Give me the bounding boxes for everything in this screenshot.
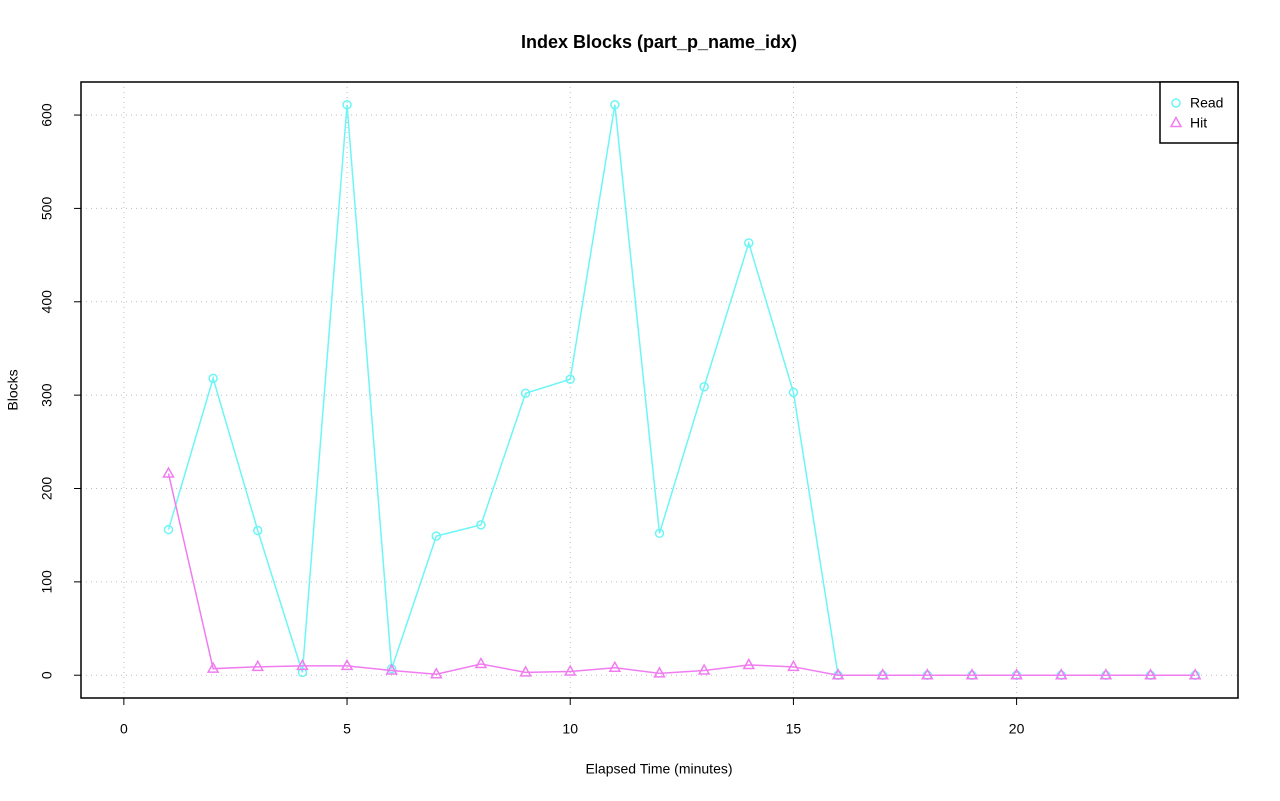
y-tick-label: 200 [39, 477, 55, 501]
point [1054, 668, 1068, 680]
point [565, 374, 575, 385]
point [742, 657, 756, 670]
point [876, 668, 889, 680]
series-line [167, 104, 1196, 676]
point [654, 528, 665, 539]
point [342, 100, 352, 110]
x-tick-label: 5 [343, 721, 351, 737]
y-tick-label: 0 [39, 671, 55, 679]
point [519, 665, 532, 677]
point [1099, 668, 1113, 680]
y-tick-label: 400 [39, 290, 55, 314]
point [251, 659, 265, 672]
y-tick-label: 600 [39, 103, 55, 127]
point [921, 668, 934, 680]
point [788, 387, 799, 398]
point [520, 388, 531, 399]
chart-title: Index Blocks (part_p_name_idx) [521, 32, 797, 52]
y-tick-label: 300 [39, 383, 55, 407]
point [563, 664, 577, 676]
point [1010, 668, 1023, 680]
point [296, 658, 309, 671]
x-tick-label: 10 [562, 721, 578, 737]
legend-label: Hit [1190, 115, 1207, 131]
point [206, 661, 220, 673]
legend-label: Read [1190, 95, 1223, 111]
point [1144, 668, 1157, 680]
point [253, 525, 263, 536]
plot-frame [80, 81, 1239, 699]
point [787, 659, 800, 672]
point [1188, 668, 1202, 680]
y-tick-label: 500 [39, 197, 55, 221]
series-line [167, 473, 1196, 676]
point [744, 238, 754, 248]
point [162, 466, 175, 478]
x-tick-label: 0 [120, 721, 128, 737]
x-tick-label: 20 [1009, 721, 1025, 737]
point [163, 524, 174, 535]
y-axis-label: Blocks [5, 369, 21, 410]
point [474, 656, 488, 669]
point [431, 531, 442, 541]
point [476, 520, 486, 530]
legend-marker [1169, 115, 1183, 128]
x-axis-label: Elapsed Time (minutes) [585, 761, 732, 777]
y-tick-label: 100 [39, 570, 55, 594]
point [699, 381, 709, 392]
point [608, 660, 622, 673]
point [297, 667, 308, 678]
legend-box [1159, 81, 1239, 144]
point [697, 663, 711, 675]
point [831, 668, 845, 680]
point [965, 668, 979, 680]
point [340, 658, 354, 671]
point [430, 667, 443, 679]
point [208, 373, 218, 384]
x-tick-label: 15 [786, 721, 802, 737]
legend-marker [1171, 98, 1181, 108]
point [385, 663, 398, 675]
point [610, 100, 620, 110]
point [653, 666, 666, 678]
